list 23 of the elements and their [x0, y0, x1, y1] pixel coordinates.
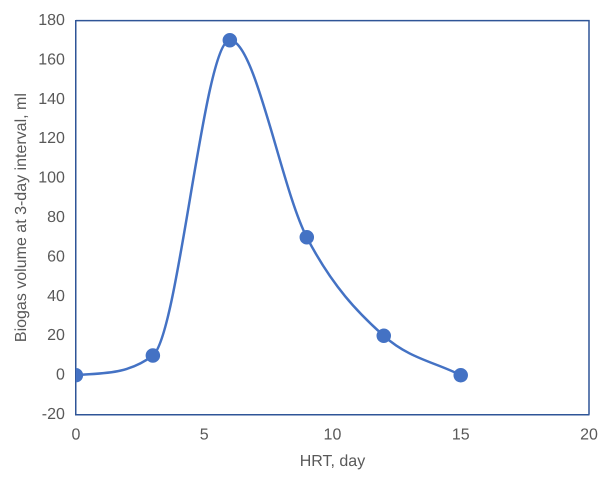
point	[453, 368, 468, 382]
y-tick-label: 120	[38, 130, 65, 148]
point	[300, 230, 314, 245]
y-tick-label: -20	[42, 406, 65, 424]
point	[376, 328, 392, 344]
y-tick-label: 60	[47, 248, 65, 266]
y-tick-label: 0	[56, 366, 65, 384]
x-tick-label: 15	[452, 426, 470, 444]
x-tick-label: 0	[71, 426, 80, 444]
x-axis-title: HRT, day	[300, 452, 366, 470]
y-axis-title: Biogas volume at 3-day interval, ml	[13, 93, 30, 342]
y-tick-label: 80	[47, 209, 65, 226]
y-tick-label: 160	[38, 51, 65, 68]
y-tick-label: 20	[47, 327, 65, 344]
x-tick-label: 5	[200, 426, 209, 444]
y-tick-label: 180	[38, 12, 65, 30]
y-tick-label: 40	[47, 288, 65, 305]
point	[222, 33, 238, 48]
x-tick-label: 20	[580, 426, 598, 444]
y-tick-label: 100	[38, 170, 65, 187]
y-tick-label: 140	[38, 90, 65, 108]
x-tick-label: 10	[324, 426, 342, 444]
point	[146, 348, 160, 363]
